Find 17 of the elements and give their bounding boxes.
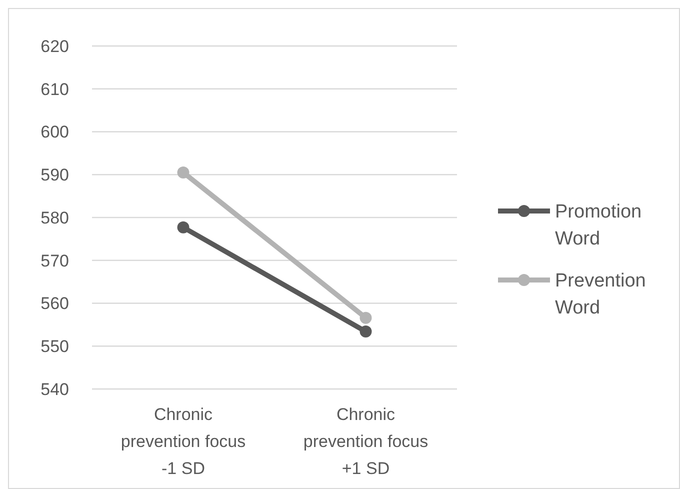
legend-label: Prevention Word (555, 270, 646, 319)
y-tick-label: 600 (40, 122, 69, 142)
y-tick-label: 620 (40, 36, 69, 56)
y-tick-label: 550 (40, 337, 69, 356)
y-tick-label: 570 (40, 251, 69, 270)
x-tick-label: Chronic prevention focus +1 SD (303, 405, 428, 478)
y-tick-label: 590 (40, 166, 69, 185)
y-tick-label: 540 (40, 380, 69, 399)
legend-label: Promotion Word (555, 202, 642, 250)
point (177, 221, 190, 234)
y-tick-label: 560 (40, 294, 69, 314)
point (360, 326, 372, 338)
point (360, 312, 372, 324)
x-tick-label: Chronic prevention focus -1 SD (120, 405, 246, 478)
point (177, 166, 190, 178)
y-tick-label: 580 (40, 208, 69, 228)
y-tick-label: 610 (40, 80, 69, 99)
